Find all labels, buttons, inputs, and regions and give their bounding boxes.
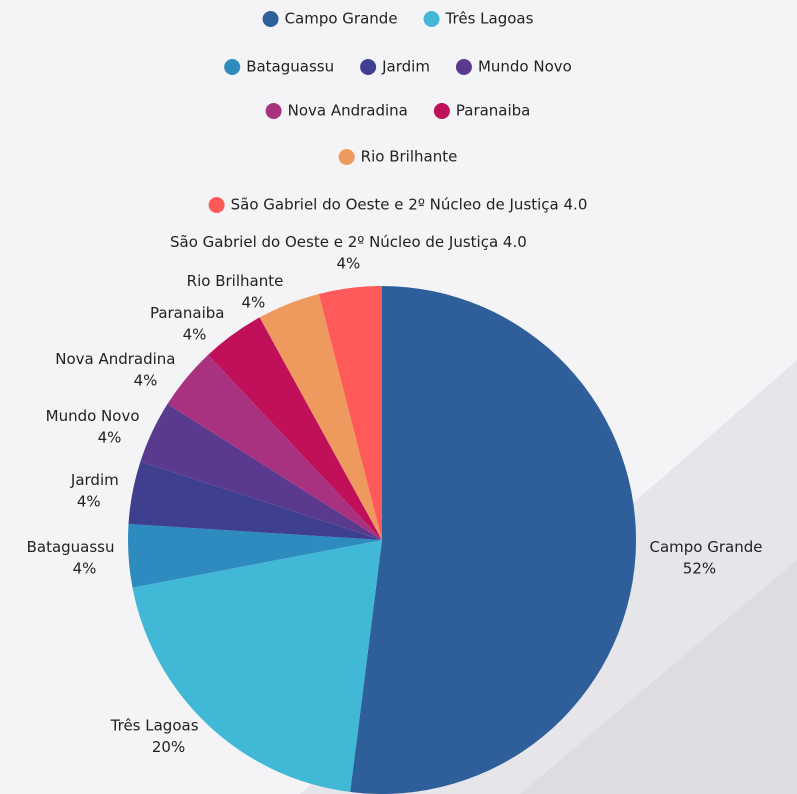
slice-label-value: 4% (241, 293, 265, 311)
slice-label-value: 20% (152, 738, 185, 756)
slice-label: Mundo Novo (46, 406, 140, 424)
legend-label: Jardim (381, 58, 430, 76)
pie-slice (350, 286, 636, 794)
slice-label-value: 4% (98, 428, 122, 446)
slice-label: Bataguassu (27, 537, 115, 555)
pie-slice (259, 293, 382, 540)
legend-label: Rio Brilhante (361, 148, 458, 166)
pie-slice (318, 286, 382, 540)
legend-label: Paranaiba (456, 102, 531, 120)
slice-label-value: 52% (683, 559, 716, 577)
legend-swatch (360, 59, 377, 75)
slice-label-name: Três Lagoas (110, 716, 199, 734)
legend-swatch (208, 197, 225, 213)
pie-slice (167, 354, 382, 540)
slice-label-value: 4% (337, 255, 361, 273)
pie-slice (208, 317, 382, 540)
legend-swatch (433, 103, 450, 119)
legend-label: Bataguassu (246, 58, 334, 76)
slice-label: São Gabriel do Oeste e 2º Núcleo de Just… (170, 233, 527, 251)
slice-label-name: Nova Andradina (55, 350, 175, 368)
legend-swatch (423, 11, 440, 27)
slice-label-value: 4% (183, 326, 207, 344)
slice-label: Jardim (70, 470, 119, 488)
pie-slice (127, 524, 382, 588)
pie-slice (128, 461, 382, 540)
slice-label-name: Paranaiba (150, 304, 225, 322)
slice-label: Nova Andradina (55, 350, 175, 368)
legend-swatch (455, 59, 472, 75)
legend-swatch (224, 59, 241, 75)
slice-label: Três Lagoas (110, 716, 199, 734)
legend-label: São Gabriel do Oeste e 2º Núcleo de Just… (231, 196, 588, 214)
slice-label-name: Rio Brilhante (187, 271, 284, 289)
legend-swatch (265, 103, 282, 119)
pie-slice (140, 403, 382, 540)
slice-label-name: Bataguassu (27, 537, 115, 555)
slice-label-name: Jardim (70, 470, 119, 488)
slice-label-name: Mundo Novo (46, 406, 140, 424)
slice-label-name: São Gabriel do Oeste e 2º Núcleo de Just… (170, 233, 527, 251)
slice-label: Paranaiba (150, 304, 225, 322)
legend-label: Três Lagoas (445, 10, 534, 28)
legend-label: Mundo Novo (478, 58, 572, 76)
background-shape (520, 560, 797, 794)
slice-label: Campo Grande (649, 537, 762, 555)
legend-swatch (262, 11, 279, 27)
slice-label-value: 4% (77, 492, 101, 510)
legend-label: Nova Andradina (288, 102, 408, 120)
slice-label-value: 4% (134, 372, 158, 390)
pie-slice (132, 540, 382, 792)
slice-label-name: Campo Grande (649, 537, 762, 555)
slice-label: Rio Brilhante (187, 271, 284, 289)
slice-label-value: 4% (73, 559, 97, 577)
legend-label: Campo Grande (285, 10, 398, 28)
legend-swatch (338, 149, 355, 165)
